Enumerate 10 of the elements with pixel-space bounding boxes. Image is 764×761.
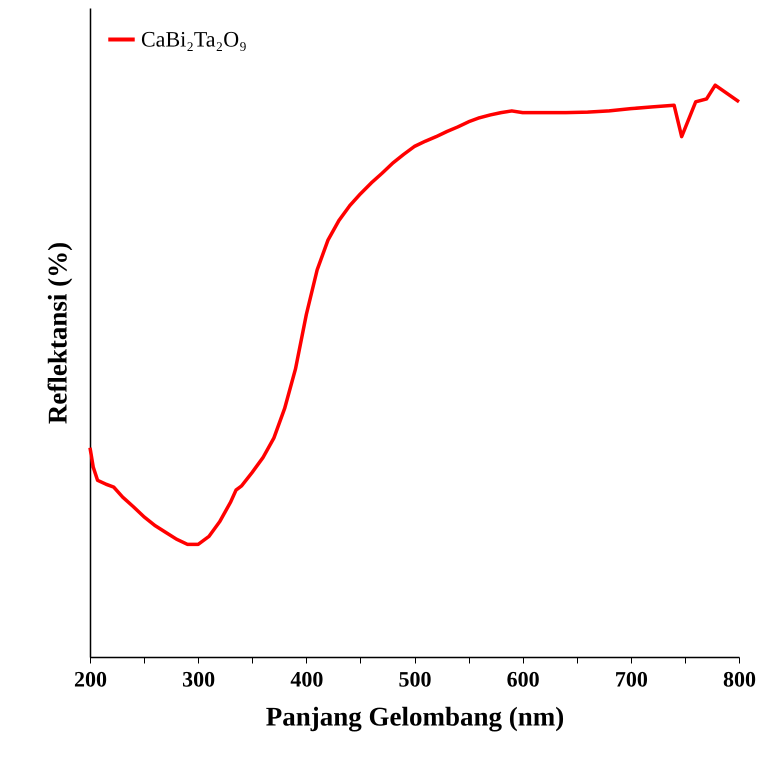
legend-label: CaBi₂Ta₂O₉ xyxy=(141,26,247,52)
x-tick-label: 600 xyxy=(506,666,540,692)
x-tick-label: 700 xyxy=(614,666,648,692)
x-tick-label: 300 xyxy=(182,666,216,692)
x-tick-label: 500 xyxy=(398,666,432,692)
x-axis-title: Panjang Gelombang (nm) xyxy=(266,702,564,732)
x-tick-label: 800 xyxy=(723,666,756,692)
x-tick-label: 200 xyxy=(74,666,107,692)
y-axis-title: Reflektansi (%) xyxy=(42,242,72,424)
x-tick-label: 400 xyxy=(290,666,324,692)
